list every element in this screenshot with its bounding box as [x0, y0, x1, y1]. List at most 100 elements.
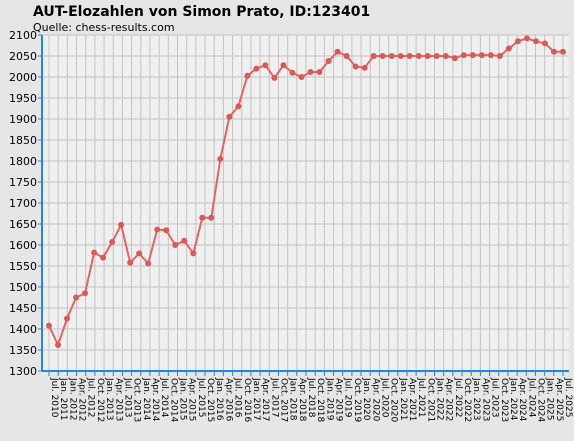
x-tick-label: Jan. 2014: [141, 377, 151, 421]
chart-subtitle: Quelle: chess-results.com: [33, 21, 175, 34]
y-tick-label: 1850: [9, 134, 37, 147]
x-tick-label: Jan. 2023: [471, 377, 481, 421]
x-tick-label: Apr. 2017: [260, 378, 270, 421]
data-point: [64, 315, 71, 322]
data-point: [415, 53, 422, 59]
data-point: [343, 53, 350, 59]
data-point: [397, 53, 404, 59]
y-tick-label: 1450: [9, 302, 37, 315]
y-tick-label: 2050: [9, 50, 37, 63]
x-tick-label: Apr. 2016: [223, 378, 233, 422]
x-tick-label: Jan. 2022: [435, 377, 445, 421]
x-tick-label: Jul. 2022: [453, 377, 463, 418]
data-point: [541, 40, 548, 47]
data-point: [370, 53, 377, 59]
data-point: [109, 239, 116, 246]
y-tick-label: 1400: [9, 323, 37, 336]
x-tick-label: Jul. 2014: [159, 377, 169, 418]
x-tick-label: Jul. 2012: [86, 377, 96, 418]
data-point: [172, 242, 179, 248]
data-point: [325, 58, 332, 65]
y-tick-label: 1300: [9, 365, 37, 378]
data-point: [136, 250, 143, 257]
x-tick-label: Oct. 2019: [352, 378, 362, 422]
data-point: [271, 74, 278, 81]
x-tick-label: Jul. 2019: [343, 377, 353, 418]
x-tick-label: Jan. 2024: [508, 377, 518, 421]
x-tick-label: Apr. 2022: [444, 378, 454, 421]
data-point: [469, 52, 476, 59]
data-point: [253, 65, 260, 72]
x-tick-label: Jul. 2017: [269, 377, 279, 418]
x-tick-label: Jul. 2023: [490, 377, 500, 417]
x-tick-label: Jan. 2020: [361, 377, 371, 421]
x-tick-label: Oct. 2012: [95, 378, 105, 422]
y-tick-label: 1750: [9, 176, 37, 189]
data-point: [496, 53, 503, 59]
data-point: [550, 48, 557, 55]
x-tick-label: Jan. 2017: [251, 377, 261, 421]
data-point: [514, 38, 521, 45]
x-tick-label: Jul. 2024: [526, 377, 536, 418]
data-point: [262, 62, 269, 69]
data-point: [244, 72, 251, 79]
data-point: [289, 69, 296, 76]
y-tick-label: 2100: [9, 29, 37, 42]
data-point: [82, 290, 89, 297]
data-point: [55, 341, 62, 348]
x-tick-label: Oct. 2015: [205, 378, 215, 422]
y-tick-label: 1900: [9, 113, 37, 126]
data-point: [361, 64, 368, 71]
x-tick-label: Apr. 2019: [334, 378, 344, 422]
y-tick-label: 1600: [9, 239, 37, 252]
chart-title: AUT-Elozahlen von Simon Prato, ID:123401: [33, 4, 370, 20]
y-tick-label: 2000: [9, 71, 37, 84]
x-tick-label: Apr. 2014: [150, 378, 160, 422]
data-point: [523, 35, 530, 42]
data-point: [352, 63, 359, 70]
x-tick-label: Oct. 2017: [278, 378, 288, 422]
x-tick-label: Apr. 2012: [77, 378, 87, 421]
data-point: [118, 221, 125, 228]
x-tick-label: Jan. 2019: [324, 377, 334, 421]
x-tick-label: Apr. 2015: [187, 378, 197, 421]
x-tick-label: Jul. 2025: [563, 377, 573, 418]
x-tick-label: Jan. 2018: [288, 377, 298, 421]
x-tick-label: Jan. 2012: [67, 377, 77, 421]
data-point: [505, 45, 512, 52]
x-tick-label: Apr. 2013: [113, 378, 123, 421]
x-tick-label: Apr. 2021: [407, 378, 417, 421]
data-point: [46, 322, 52, 329]
data-point: [334, 48, 341, 55]
y-tick-label: 1550: [9, 260, 37, 273]
x-axis-ticks: Jul. 2010 Jan. 2011 Jan. 2012 Apr. 2012 Jul.…: [48, 371, 573, 422]
x-tick-label: Oct. 2024: [535, 378, 545, 422]
x-tick-label: Apr. 2020: [370, 378, 380, 422]
data-point: [307, 68, 314, 75]
data-point: [532, 38, 539, 45]
y-tick-label: 1650: [9, 218, 37, 231]
x-tick-label: Jul. 2013: [122, 377, 132, 418]
data-point: [406, 53, 413, 59]
x-tick-label: Oct. 2016: [242, 378, 252, 422]
data-point: [91, 249, 98, 256]
data-point: [217, 155, 224, 162]
data-point: [100, 254, 107, 261]
data-point: [181, 237, 188, 244]
data-point: [424, 53, 431, 59]
data-point: [235, 103, 242, 110]
data-point: [127, 259, 134, 266]
data-point: [487, 52, 494, 59]
x-tick-label: Jan. 2015: [178, 377, 188, 421]
data-point: [190, 250, 197, 257]
x-tick-label: Jul. 2016: [233, 377, 243, 418]
data-point: [73, 294, 80, 301]
data-point: [560, 48, 566, 55]
y-tick-label: 1700: [9, 197, 37, 210]
x-tick-label: Jan. 2013: [104, 377, 114, 421]
x-tick-label: Jan. 2021: [398, 377, 408, 421]
data-point: [280, 62, 287, 69]
x-tick-label: Jul. 2021: [416, 377, 426, 418]
data-point: [442, 53, 449, 59]
